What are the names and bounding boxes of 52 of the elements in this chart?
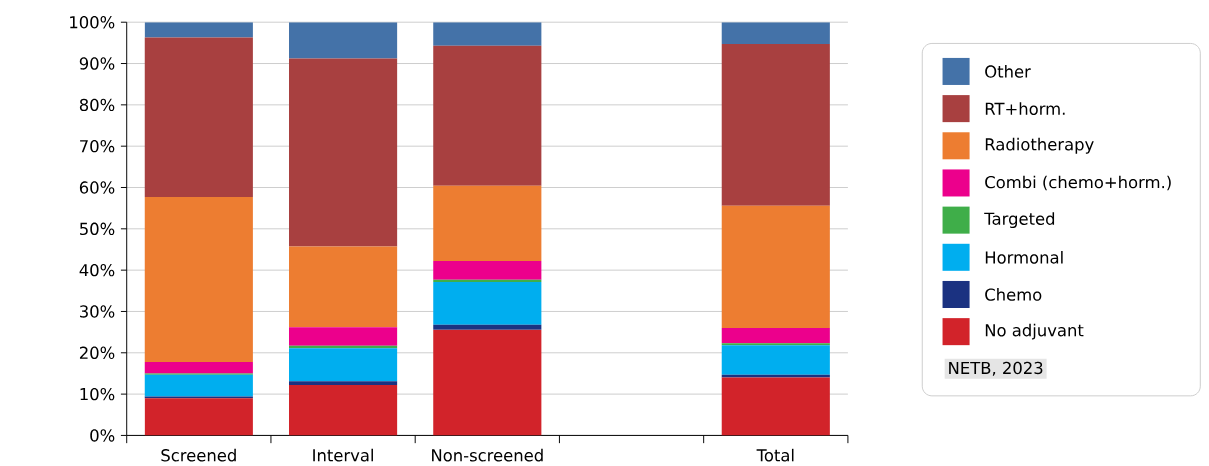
y-tick-label: 40% xyxy=(79,263,115,277)
legend-label: RT+horm. xyxy=(985,102,1065,115)
bar xyxy=(144,398,253,436)
bar xyxy=(721,205,830,328)
bar xyxy=(721,343,830,346)
bar xyxy=(289,348,398,382)
bar xyxy=(144,361,253,374)
bar xyxy=(433,329,542,436)
bar xyxy=(289,384,398,436)
bar xyxy=(721,377,830,436)
y-tick-label: 60% xyxy=(79,181,115,194)
y-tick-label: 30% xyxy=(80,305,115,318)
bar xyxy=(289,381,398,385)
y-tick-label: 100% xyxy=(70,15,115,29)
bar xyxy=(144,374,253,397)
x-tick-label: Total xyxy=(756,448,794,462)
bar xyxy=(721,345,830,375)
x-tick-label: Screened xyxy=(161,448,236,462)
bar xyxy=(433,324,542,330)
bar xyxy=(433,22,542,46)
bar xyxy=(289,327,398,346)
bar xyxy=(433,260,542,280)
y-tick-label: 0% xyxy=(90,429,115,442)
text: NETB, 2023 xyxy=(949,361,1043,376)
bar xyxy=(721,43,830,206)
bar xyxy=(144,22,253,38)
bar xyxy=(433,45,542,186)
legend-label: No adjuvant xyxy=(985,323,1084,340)
legend-label: Hormonal xyxy=(985,250,1063,264)
x-tick-label: Interval xyxy=(313,448,373,462)
bar xyxy=(721,327,830,344)
y-tick-label: 10% xyxy=(80,387,115,401)
legend-label: Chemo xyxy=(985,287,1042,301)
bar xyxy=(144,196,253,362)
y-tick-label: 20% xyxy=(79,346,115,359)
y-tick-label: 80% xyxy=(79,98,115,111)
bar xyxy=(433,185,542,261)
legend-label: Other xyxy=(985,64,1031,78)
x-tick-label: Non-screened xyxy=(432,448,543,462)
bar xyxy=(433,281,542,325)
bar xyxy=(289,58,398,247)
y-tick-label: 70% xyxy=(80,139,115,153)
bar xyxy=(289,22,398,59)
legend-label: Targeted xyxy=(984,212,1055,228)
y-tick-label: 90% xyxy=(79,57,115,70)
legend-label: Combi (chemo+horm.) xyxy=(985,175,1171,191)
bar xyxy=(721,374,830,378)
bar xyxy=(144,37,253,197)
legend-label: Radiotherapy xyxy=(985,137,1094,154)
bar xyxy=(721,22,830,44)
bar xyxy=(289,246,398,328)
y-tick-label: 50% xyxy=(80,222,115,235)
